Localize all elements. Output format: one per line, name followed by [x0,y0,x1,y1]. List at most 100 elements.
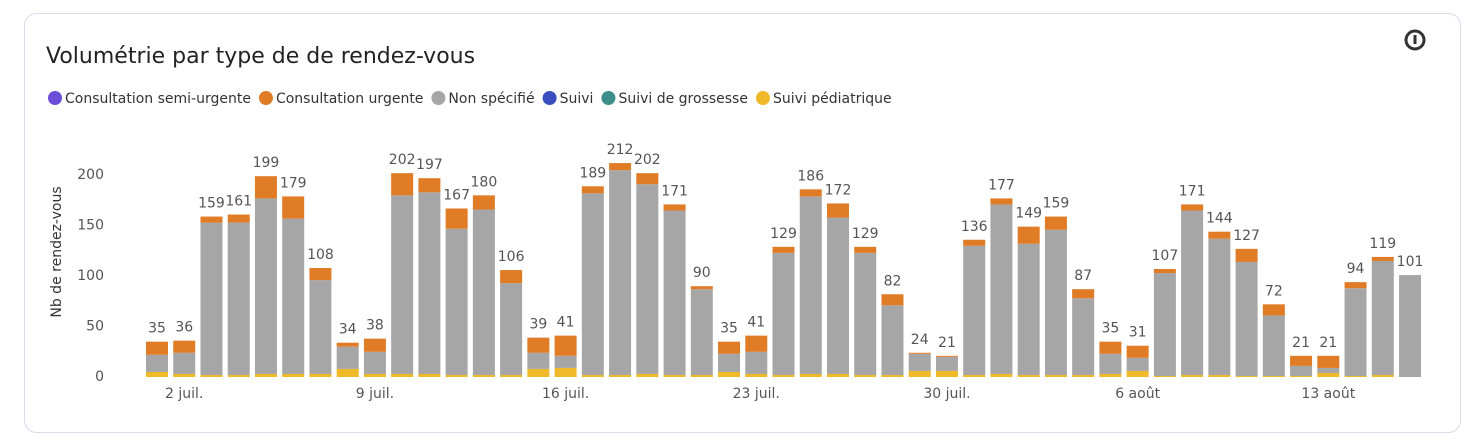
bar-segment [173,352,196,374]
bar-segment [718,371,741,377]
bar-segment [636,184,659,374]
bar-segment [1044,229,1067,375]
total-label: 159 [1043,196,1070,212]
total-label: 41 [557,315,575,331]
bar-segment [391,173,414,196]
bar-segment [1099,373,1122,377]
bar-segment [636,173,659,185]
bar-segment [799,373,822,377]
bar-segment [690,286,713,290]
bar-segment [1126,357,1149,371]
legend-label: Consultation semi-urgente [65,91,251,107]
bar-segment [990,198,1013,205]
total-label: 35 [1101,321,1119,337]
y-tick-label: 0 [95,369,104,385]
bar-segment [309,280,332,374]
bar-segment [1262,375,1285,377]
total-label: 186 [797,168,824,184]
bar-segment [745,373,768,377]
info-icon[interactable] [1404,29,1426,51]
y-tick-label: 150 [77,218,104,234]
bar-segment [1208,238,1231,375]
bar-segment [1181,374,1204,377]
y-tick-label: 50 [86,319,104,335]
bar-segment [963,374,986,377]
bar-segment [1099,353,1122,374]
y-tick-label: 100 [77,268,104,284]
bar-segment [990,204,1013,374]
bar-segment [1017,243,1040,375]
total-label: 35 [720,321,738,337]
bar-segment [1181,210,1204,375]
total-label: 24 [911,332,929,348]
total-label: 202 [634,152,661,168]
y-axis-label: Nb de rendez-vous [49,186,65,317]
bar-segment [1371,256,1394,261]
bar-segment [745,335,768,352]
bar-segment [1399,275,1422,377]
bar-segment [500,270,523,284]
bar-segment [445,374,468,377]
total-label: 179 [280,175,307,191]
legend-label: Non spécifié [448,91,534,107]
bar-segment [418,178,441,193]
bar-segment [173,340,196,353]
x-tick-label: 30 juil. [923,386,970,402]
bar-segment [690,289,713,375]
total-label: 189 [579,165,606,181]
bar-segment [581,374,604,377]
bar-segment [1153,375,1176,377]
bar-segment [1317,372,1340,377]
bar-segment [500,374,523,377]
bar-segment [881,374,904,377]
bar-segment [854,246,877,253]
bar-segment [935,355,958,357]
bar-segment [1126,345,1149,358]
total-label: 82 [884,273,902,289]
bar-segment [1235,248,1258,262]
bar-segment [227,374,250,377]
bar-segment [935,370,958,377]
total-label: 34 [339,322,357,338]
bar-segment [1072,374,1095,377]
bar-segment [745,351,768,374]
bar-segment [1262,304,1285,316]
bar-segment [772,374,795,377]
total-label: 167 [443,187,470,203]
total-label: 161 [225,194,252,210]
bar-segment [1371,260,1394,375]
total-label: 94 [1347,261,1365,277]
bar-segment [472,209,495,375]
x-tick-label: 9 juil. [356,386,394,402]
bar-segment [1153,269,1176,274]
legend-swatch [755,91,770,105]
legend-label: Suivi [560,91,594,107]
total-label: 129 [770,226,797,242]
total-label: 39 [529,317,547,333]
total-label: 35 [148,321,166,337]
bar-segment [200,216,223,223]
bar-segment [963,239,986,246]
total-label: 21 [1292,335,1310,351]
bar-segment [1317,355,1340,368]
bar-segment [827,203,849,218]
bar-segment [827,373,849,377]
bar-segment [336,346,359,369]
bar-segment [908,370,931,377]
legend-label: Consultation urgente [276,91,423,107]
legend-swatch [258,91,273,105]
bar-segment [200,374,223,377]
bar-segment [1072,289,1095,299]
bar-segment [772,252,795,375]
bar-segment [963,245,986,375]
bar-segment [1344,375,1367,377]
total-label: 38 [366,318,384,334]
total-label: 177 [988,177,1015,193]
bar-segment [690,374,713,377]
bar-segment [1044,216,1067,230]
bar-segment [309,268,332,281]
bar-segment [200,222,223,375]
bar-segment [309,373,332,377]
total-label: 21 [938,335,956,351]
bar-segment [445,228,468,375]
